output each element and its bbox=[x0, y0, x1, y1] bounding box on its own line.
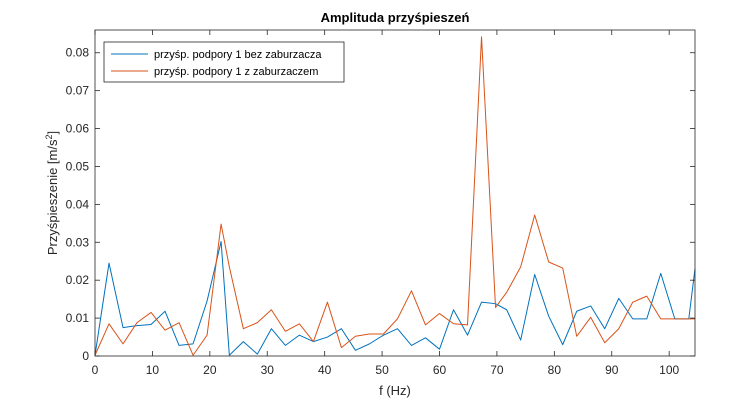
y-tick-label: 0.08 bbox=[66, 46, 90, 60]
x-tick-label: 90 bbox=[605, 363, 619, 377]
y-tick-label: 0.02 bbox=[66, 273, 90, 287]
series-line-1 bbox=[94, 241, 696, 356]
x-tick-label: 60 bbox=[433, 363, 447, 377]
x-tick-label: 30 bbox=[261, 363, 275, 377]
x-tick-label: 70 bbox=[490, 363, 504, 377]
y-tick-label: 0 bbox=[82, 349, 89, 363]
y-tick-label: 0.04 bbox=[66, 197, 90, 211]
y-tick-label: 0.05 bbox=[66, 159, 90, 173]
chart-title: Amplituda przyśpieszeń bbox=[321, 10, 470, 25]
x-tick-label: 100 bbox=[659, 363, 679, 377]
y-axis-label-main: Przyśpieszenie [m/s bbox=[45, 139, 60, 255]
x-tick-label: 40 bbox=[318, 363, 332, 377]
x-tick-label: 50 bbox=[375, 363, 389, 377]
plot-area bbox=[95, 30, 695, 356]
y-tick-label: 0.03 bbox=[66, 235, 90, 249]
y-tick-label: 0.07 bbox=[66, 84, 90, 98]
legend: przyśp. podpory 1 bez zaburzacza przyśp.… bbox=[103, 41, 345, 83]
x-axis-label: f (Hz) bbox=[379, 383, 411, 398]
y-tick-label: 0.06 bbox=[66, 122, 90, 136]
legend-label-series-2: przyśp. podpory 1 z zaburzaczem bbox=[154, 66, 318, 78]
plot-frame bbox=[94, 29, 696, 357]
y-axis-label-end: ] bbox=[45, 131, 60, 135]
series-line-2 bbox=[94, 36, 695, 356]
legend-box bbox=[103, 41, 345, 83]
series-layer bbox=[94, 36, 696, 356]
y-tick-label: 0.01 bbox=[66, 311, 90, 325]
x-tick-label: 10 bbox=[146, 363, 160, 377]
y-axis-label-superscript: 2 bbox=[44, 135, 54, 140]
x-tick-label: 20 bbox=[203, 363, 217, 377]
x-tick-label: 80 bbox=[548, 363, 562, 377]
x-tick-label: 0 bbox=[92, 363, 99, 377]
ticks-layer: 0 10 20 30 40 50 60 70 80 90 100 0 0.01 0.02 0.03 0.04 0… bbox=[66, 30, 695, 377]
y-axis-label: Przyśpieszenie [m/s2] bbox=[44, 131, 60, 255]
legend-label-series-1: przyśp. podpory 1 bez zaburzacza bbox=[154, 49, 322, 61]
